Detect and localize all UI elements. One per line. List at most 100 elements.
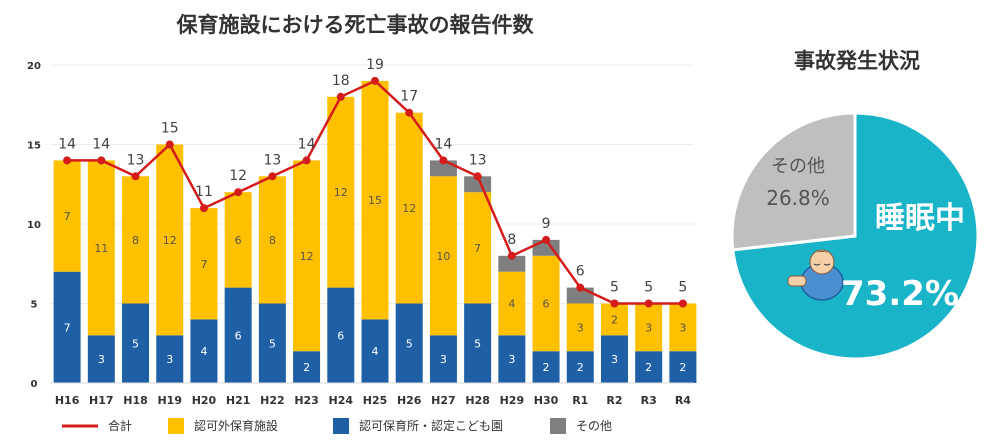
total-point (336, 92, 345, 101)
total-value-label: 18 (332, 73, 350, 89)
x-tick-label: R1 (572, 394, 588, 407)
segment-value-label: 6 (235, 234, 242, 247)
total-value-label: 8 (507, 232, 516, 248)
total-value-label: 13 (127, 152, 145, 168)
bar-segment (258, 176, 286, 304)
legend-label: 認可外保育施設 (194, 418, 278, 433)
segment-value-label: 2 (645, 361, 652, 374)
total-value-label: 5 (678, 280, 687, 296)
legend-swatch (333, 418, 349, 434)
legend-swatch (168, 418, 184, 434)
bar-chart: 保育施設における死亡事故の報告件数 7 7 3 11 5 8 3 12 4 7 6 6 5 8 2 12 6 12… (27, 13, 697, 434)
bar-segment (669, 351, 697, 383)
segment-value-label: 2 (611, 313, 618, 326)
pie-slices (730, 111, 980, 361)
x-tick-label: H24 (329, 394, 354, 407)
bar-segment (122, 303, 150, 383)
bar-segment (224, 192, 252, 288)
x-tick-label: H21 (226, 394, 251, 407)
segment-value-label: 12 (334, 186, 348, 199)
total-point (405, 108, 414, 117)
total-point (644, 299, 653, 308)
bar-segment (361, 319, 389, 383)
segment-value-label: 3 (679, 321, 686, 334)
bar-segment (224, 287, 252, 383)
total-value-label: 13 (263, 152, 281, 168)
bar-segment (600, 335, 628, 383)
segment-value-label: 8 (132, 234, 139, 247)
bar-segment (429, 176, 457, 336)
segment-value-label: 12 (300, 250, 314, 263)
bar-segment (327, 96, 355, 288)
total-point (131, 172, 140, 181)
segment-value-label: 2 (577, 361, 584, 374)
bar-segment (87, 335, 115, 383)
segment-value-label: 4 (372, 345, 379, 358)
pie-labels: 睡眠中 73.2% その他 26.8% (766, 156, 965, 314)
x-tick-label: H22 (260, 394, 285, 407)
segment-value-label: 5 (474, 337, 481, 350)
total-point (97, 156, 106, 165)
x-tick-label: H28 (465, 394, 490, 407)
segment-value-label: 12 (402, 202, 416, 215)
segment-value-label: 3 (166, 353, 173, 366)
pie-slice-label: 睡眠中 (875, 201, 965, 236)
bars (53, 80, 697, 383)
bar-segment (464, 192, 492, 304)
bar-segment (361, 80, 389, 320)
bar-segment (498, 335, 526, 383)
total-point (371, 76, 379, 85)
bar-segment (53, 160, 81, 272)
total-point (678, 299, 687, 308)
bar-segment (327, 287, 355, 383)
x-tick-label: H19 (157, 394, 182, 407)
segment-value-label: 3 (645, 321, 652, 334)
total-value-label: 14 (92, 136, 110, 152)
x-tick-label: H30 (534, 394, 559, 407)
segment-value-label: 5 (269, 337, 276, 350)
segment-value-label: 2 (679, 361, 686, 374)
pie-slice-value: 73.2% (841, 274, 959, 314)
segment-value-label: 4 (508, 298, 515, 311)
total-point (473, 172, 482, 181)
total-point (576, 283, 585, 292)
pie-slice (730, 111, 857, 252)
segment-value-label: 3 (611, 353, 618, 366)
bar-segment (498, 255, 526, 272)
segment-value-label: 3 (98, 353, 105, 366)
segment-value-label: 8 (269, 234, 276, 247)
total-value-label: 15 (161, 121, 179, 137)
segment-value-label: 3 (508, 353, 515, 366)
total-value-label: 17 (400, 89, 418, 105)
segment-value-label: 3 (440, 353, 447, 366)
x-tick-label: H17 (89, 394, 114, 407)
segment-value-label: 7 (200, 258, 207, 271)
bar-segment (532, 351, 560, 383)
total-value-label: 9 (542, 216, 551, 232)
y-tick-label: 5 (31, 300, 38, 311)
bar-segment (429, 335, 457, 383)
x-tick-label: H25 (363, 394, 388, 407)
total-point (507, 251, 516, 260)
x-tick-label: R2 (606, 394, 622, 407)
bar-segment (190, 319, 218, 383)
y-tick-label: 20 (27, 61, 41, 72)
segment-value-label: 6 (543, 298, 550, 311)
segment-value-label: 7 (64, 210, 71, 223)
total-value-label: 14 (58, 136, 76, 152)
total-point (542, 235, 551, 244)
total-value-label: 14 (298, 136, 316, 152)
total-value-label: 11 (195, 184, 213, 200)
total-point (165, 140, 174, 149)
legend-label: その他 (576, 419, 612, 433)
bar-segment (395, 112, 423, 304)
sleeping-child-icon (787, 249, 844, 301)
total-value-label: 5 (644, 280, 653, 296)
bar-segment (190, 208, 218, 320)
total-value-label: 19 (366, 57, 384, 73)
total-line (63, 76, 687, 308)
legend: 合計 認可外保育施設 認可保育所・認定こども園 その他 (62, 418, 612, 434)
bar-segment (293, 160, 321, 352)
x-tick-label: H29 (500, 394, 525, 407)
segment-value-label: 12 (163, 234, 177, 247)
